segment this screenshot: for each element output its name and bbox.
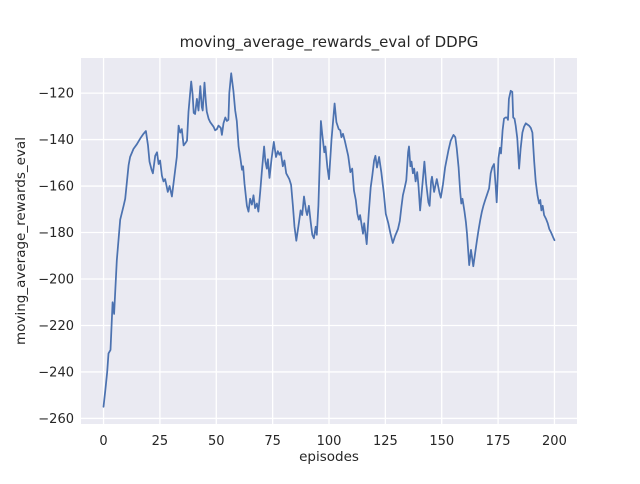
y-tick-labels: −120 −140 −160 −180 −200 −220 −240 −260 <box>38 87 74 427</box>
y-tick-label: −240 <box>38 365 74 380</box>
y-tick-label: −140 <box>38 133 74 148</box>
x-tick-label: 175 <box>486 434 511 449</box>
y-tick-label: −120 <box>38 87 74 102</box>
y-tick-label: −220 <box>38 319 74 334</box>
x-tick-label: 25 <box>152 434 169 449</box>
gridlines <box>81 58 577 424</box>
y-tick-label: −260 <box>38 412 74 427</box>
y-tick-label: −160 <box>38 180 74 195</box>
chart-title: moving_average_rewards_eval of DDPG <box>180 33 479 52</box>
x-tick-label: 125 <box>373 434 398 449</box>
x-tick-label: 150 <box>429 434 454 449</box>
series-line <box>102 72 556 408</box>
x-tick-labels: 0 25 50 75 100 125 150 175 200 <box>99 434 566 449</box>
x-axis-label: episodes <box>299 449 359 465</box>
x-tick-label: 75 <box>264 434 281 449</box>
x-tick-label: 0 <box>99 434 107 449</box>
series-layer <box>102 72 556 408</box>
y-tick-label: −180 <box>38 226 74 241</box>
x-tick-label: 200 <box>542 434 567 449</box>
y-tick-label: −200 <box>38 272 74 287</box>
x-tick-label: 50 <box>208 434 225 449</box>
y-axis-label: moving_average_rewards_eval <box>13 137 29 345</box>
x-tick-label: 100 <box>317 434 342 449</box>
